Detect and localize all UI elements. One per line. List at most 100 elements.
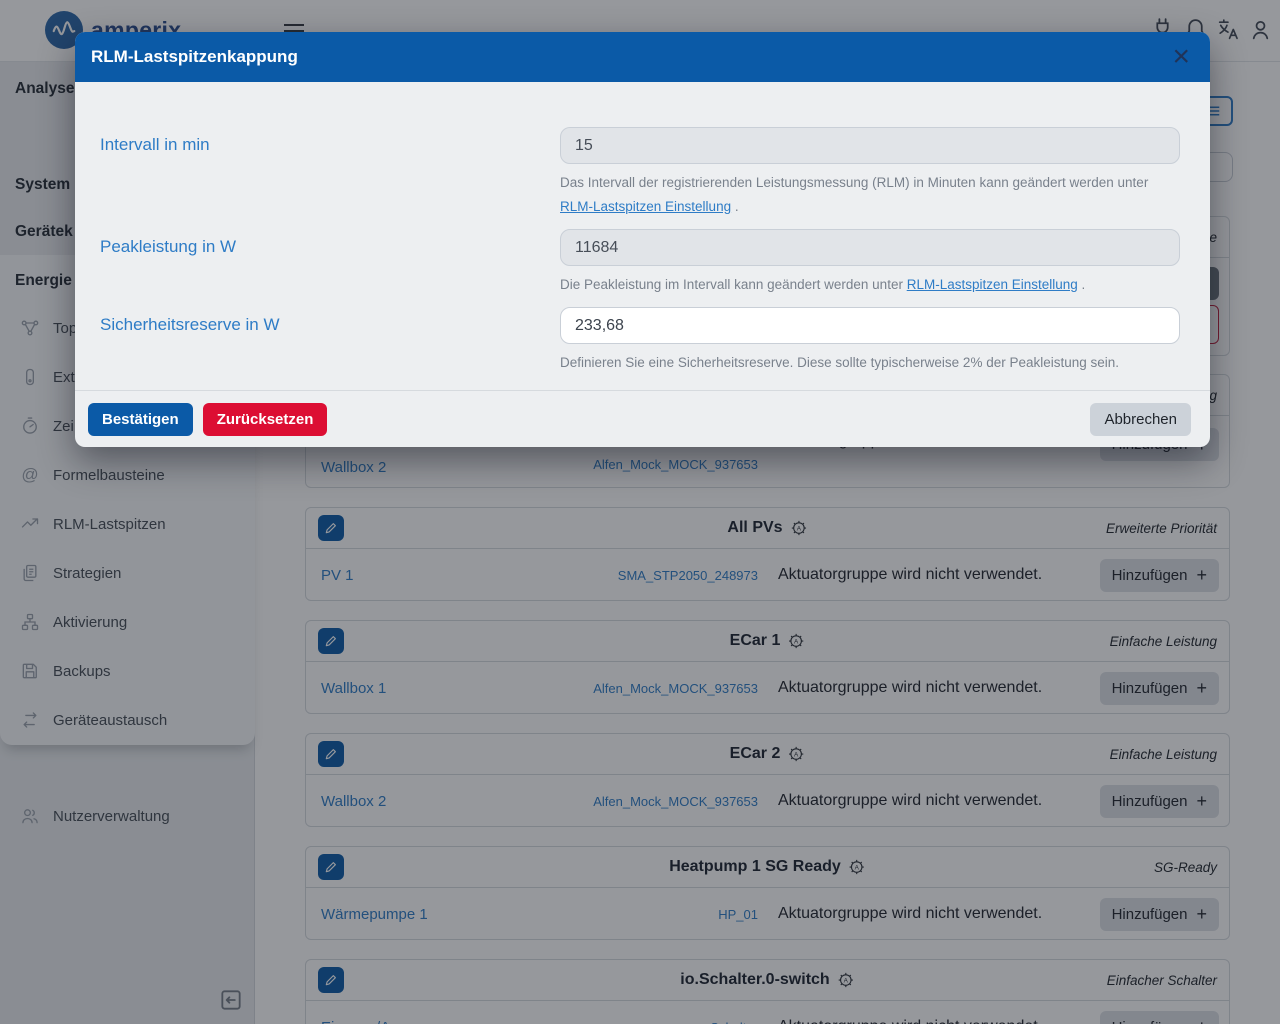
svg-text:A: A: [796, 525, 801, 532]
plus-icon: +: [1196, 565, 1207, 585]
actuator-row: Wallbox 1 Alfen_Mock_MOCK_937653 Aktuato…: [306, 662, 1229, 714]
device-link[interactable]: Alfen_Mock_MOCK_937653: [593, 680, 758, 696]
sidebar-section-energie[interactable]: Energie: [15, 272, 72, 289]
add-button[interactable]: Hinzufügen+: [1099, 558, 1219, 592]
device-link[interactable]: SMA_STP2050_248973: [617, 567, 758, 583]
edit-pencil-button[interactable]: [318, 628, 344, 654]
plus-icon: +: [1196, 1018, 1207, 1024]
sidebar-section-system[interactable]: System: [15, 176, 71, 193]
plus-icon: +: [1196, 678, 1207, 698]
row-status: Aktuatorgruppe wird nicht verwendet.: [778, 566, 1043, 583]
group-type-label: Einfache Leistung: [1109, 746, 1217, 762]
peak-power-help: Die Peakleistung im Intervall kann geänd…: [560, 277, 1086, 292]
confirm-button[interactable]: Bestätigen: [88, 402, 193, 436]
svg-text:A: A: [855, 864, 860, 871]
language-icon[interactable]: [1216, 17, 1241, 42]
close-icon[interactable]: ×: [1168, 42, 1194, 72]
hierarchy-icon: [20, 612, 40, 632]
add-button[interactable]: Hinzufügen+: [1099, 897, 1219, 931]
device-link[interactable]: Alfen_Mock_MOCK_937653: [593, 457, 758, 472]
group-title: Heatpump 1 SG Ready: [669, 858, 841, 875]
sidebar-item-backups[interactable]: Backups: [20, 661, 111, 681]
group-title: ECar 1: [729, 632, 781, 649]
edit-pencil-button[interactable]: [318, 967, 344, 993]
gear-badge-icon[interactable]: A: [787, 632, 805, 650]
sidebar-item-rlm-lastspitzen[interactable]: RLM-Lastspitzen: [20, 514, 166, 534]
gear-badge-icon[interactable]: A: [848, 858, 866, 876]
group-type-label: Einfacher Schalter: [1106, 972, 1217, 988]
edit-pencil-button[interactable]: [318, 515, 344, 541]
safety-reserve-help: Definieren Sie eine Sicherheitsreserve. …: [560, 355, 1120, 370]
peak-power-input[interactable]: [560, 229, 1180, 266]
interval-input[interactable]: [560, 127, 1180, 164]
gear-badge-icon[interactable]: A: [837, 971, 855, 989]
sidebar-section-geraete[interactable]: Gerätek: [15, 223, 73, 240]
device-link[interactable]: HP_01: [718, 906, 758, 922]
svg-text:A: A: [844, 977, 849, 984]
actuator-row: Eingang/Ausgang Schalter Aktuatorgruppe …: [306, 1001, 1229, 1024]
reset-button[interactable]: Zurücksetzen: [202, 402, 328, 436]
plus-icon: +: [1196, 791, 1207, 811]
group-type-label: Erweiterte Priorität: [1105, 520, 1217, 536]
interval-help: Das Intervall der registrierenden Leistu…: [560, 175, 1149, 214]
group-title: ECar 2: [729, 745, 781, 762]
user-icon[interactable]: [1248, 17, 1273, 42]
row-status: Aktuatorgruppe wird nicht verwendet.: [778, 1018, 1042, 1024]
row-status: Aktuatorgruppe wird nicht verwendet.: [778, 792, 1043, 809]
actuator-link[interactable]: Wallbox 2: [321, 792, 387, 810]
sidebar-item-strategien[interactable]: Strategien: [20, 563, 121, 583]
actuator-row: Wärmepumpe 1 HP_01 Aktuatorgruppe wird n…: [306, 888, 1229, 940]
gear-badge-icon[interactable]: A: [787, 745, 805, 763]
sidebar-item-geraeteaustausch[interactable]: Geräteaustausch: [20, 710, 167, 730]
sidebar-item-ext[interactable]: Ext.: [20, 367, 79, 387]
actuator-link[interactable]: PV 1: [321, 566, 354, 584]
sidebar-item-formelbausteine[interactable]: @ Formelbausteine: [21, 465, 165, 484]
device-link[interactable]: Alfen_Mock_MOCK_937653: [593, 793, 758, 809]
group-card: ECar 1 A Einfache Leistung Wallbox 1 Alf…: [305, 620, 1230, 714]
sidebar-item-aktivierung[interactable]: Aktivierung: [20, 612, 127, 632]
device-icon: [20, 367, 40, 387]
at-sign-icon: @: [21, 465, 39, 484]
device-link[interactable]: Schalter: [546, 1020, 758, 1024]
sidebar-collapse-icon[interactable]: [218, 987, 244, 1013]
safety-reserve-input[interactable]: [560, 307, 1180, 344]
group-card: Heatpump 1 SG Ready A SG-Ready Wärmepump…: [305, 846, 1230, 940]
interval-label: Intervall in min: [100, 135, 210, 154]
peak-power-label: Peakleistung in W: [100, 237, 237, 256]
safety-reserve-label: Sicherheitsreserve in W: [100, 315, 280, 334]
sidebar-item-topologie[interactable]: Top: [20, 318, 77, 338]
actuator-link[interactable]: Wärmepumpe 1: [321, 905, 428, 923]
dialog-header: RLM-Lastspitzenkappung ×: [75, 32, 1210, 82]
sidebar-item-zeit[interactable]: Zei: [20, 416, 74, 436]
topology-icon: [20, 318, 40, 338]
swap-arrows-icon: [20, 710, 40, 730]
plus-icon: +: [1196, 904, 1207, 924]
edit-pencil-button[interactable]: [318, 854, 344, 880]
sidebar-item-nutzerverwaltung[interactable]: Nutzerverwaltung: [20, 806, 170, 826]
users-icon: [20, 806, 40, 826]
group-card: ECar 2 A Einfache Leistung Wallbox 2 Alf…: [305, 733, 1230, 827]
group-title: io.Schalter.0-switch: [680, 971, 830, 988]
row-status: Aktuatorgruppe wird nicht verwendet.: [778, 905, 1043, 922]
rlm-settings-link[interactable]: RLM-Lastspitzen Einstellung: [560, 199, 732, 214]
edit-pencil-button[interactable]: [318, 741, 344, 767]
add-button[interactable]: Hinzufügen+: [1099, 671, 1219, 705]
timer-icon: [20, 416, 40, 436]
cancel-button[interactable]: Abbrechen: [1090, 402, 1191, 436]
group-type-label: ie: [1206, 229, 1217, 245]
actuator-link[interactable]: Wallbox 2: [321, 459, 387, 476]
rlm-lastspitzenkappung-dialog: RLM-Lastspitzenkappung × Intervall in mi…: [75, 32, 1210, 447]
rlm-settings-link[interactable]: RLM-Lastspitzen Einstellung: [906, 277, 1078, 292]
gear-badge-icon[interactable]: A: [790, 519, 808, 537]
actuator-link[interactable]: Wallbox 1: [321, 679, 387, 697]
group-type-label: Einfache Leistung: [1109, 633, 1217, 649]
svg-text:A: A: [794, 638, 799, 645]
add-button[interactable]: Hinzufügen+: [1099, 784, 1219, 818]
actuator-row: PV 1 SMA_STP2050_248973 Aktuatorgruppe w…: [306, 549, 1229, 601]
add-button[interactable]: Hinzufügen+: [1099, 1010, 1219, 1024]
actuator-link[interactable]: Eingang/Ausgang: [321, 1019, 546, 1024]
row-status: Aktuatorgruppe wird nicht verwendet.: [778, 679, 1043, 696]
sidebar-section-analyse[interactable]: Analyse: [15, 80, 75, 97]
group-card: io.Schalter.0-switch A Einfacher Schalte…: [305, 959, 1230, 1024]
trend-arrow-icon: [20, 514, 40, 534]
